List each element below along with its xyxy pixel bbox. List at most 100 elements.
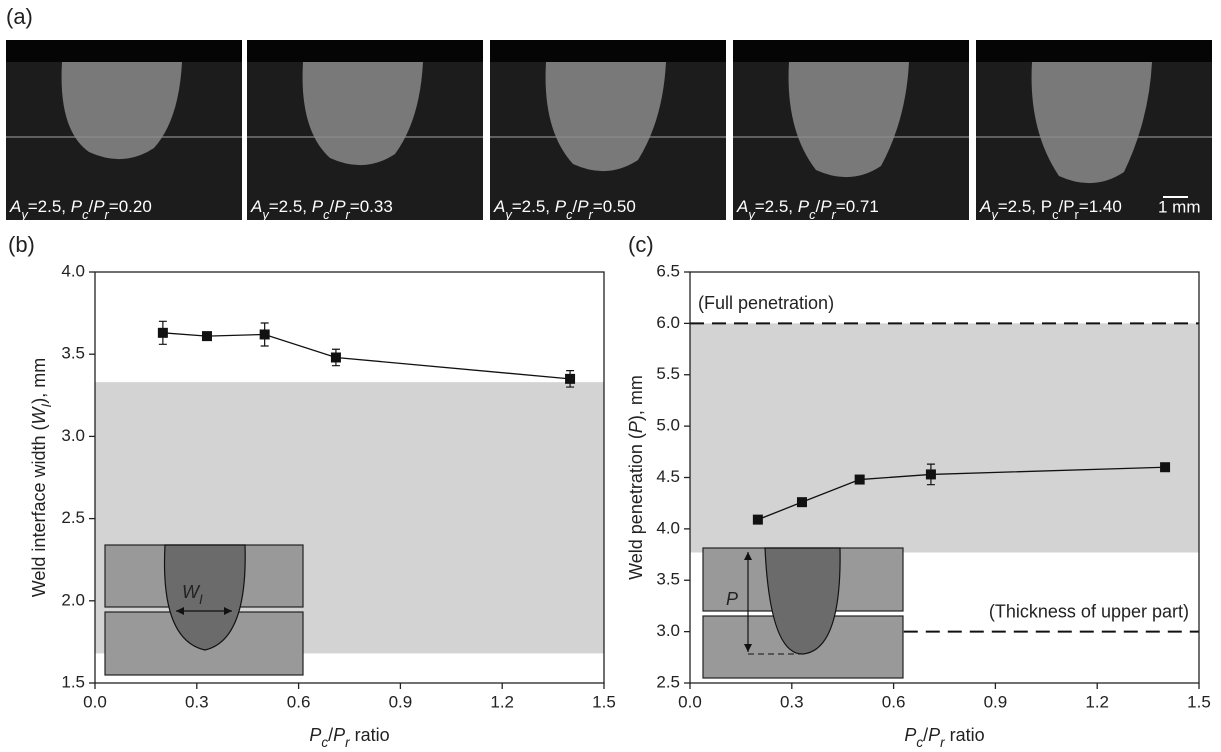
x-tick-label: 0.9: [984, 692, 1008, 711]
data-point: [565, 373, 576, 384]
plot-frame: [94, 271, 605, 684]
y-axis-label: Weld penetration (P), mm: [626, 375, 646, 580]
text-part: c: [1052, 207, 1059, 222]
reference-label: (Thickness of upper part): [989, 601, 1189, 621]
y-tick-label: 6.0: [656, 313, 680, 332]
photo-top: [976, 40, 1212, 62]
photo-caption: Ay=2.5, Pc/Pr=0.33: [250, 197, 393, 221]
text-part: r: [346, 207, 351, 222]
y-tick-label: 3.0: [656, 621, 680, 640]
y-tick-label: 2.0: [61, 590, 85, 609]
text-part: A: [736, 197, 748, 216]
text-part: P: [333, 725, 345, 745]
panel-label: (b): [8, 232, 35, 257]
x-tick-label: 0.3: [185, 692, 209, 711]
text-part: c: [809, 207, 816, 222]
y-tick-label: 2.5: [656, 672, 680, 691]
text-part: ratio: [350, 725, 390, 745]
photo-top: [247, 40, 483, 62]
photo-caption: Ay=2.5, Pc/Pr=0.20: [9, 197, 152, 221]
text-part: I: [39, 404, 54, 408]
text-part: y: [990, 207, 999, 222]
text-part: W: [182, 582, 201, 602]
y-tick-label: 4.5: [656, 467, 680, 486]
text-part: Weld interface width (: [29, 425, 49, 598]
text-part: =2.5,: [512, 197, 555, 216]
y-tick-label: 2.5: [61, 508, 85, 527]
data-point: [1160, 462, 1171, 473]
photo-top: [6, 40, 242, 62]
data-point: [259, 329, 270, 340]
text-part: =2.5,: [28, 197, 71, 216]
text-part: ), mm: [29, 358, 49, 404]
scale-bar-label: 1 mm: [1158, 197, 1201, 216]
inset-label: WI: [182, 582, 203, 607]
weld: [545, 62, 666, 172]
x-tick-label: 1.2: [1085, 692, 1109, 711]
photo: [490, 40, 726, 220]
text-part: =2.5,: [998, 197, 1041, 216]
text-part: P: [555, 197, 567, 216]
text-part: P: [577, 197, 589, 216]
data-line: [162, 332, 571, 380]
text-part: P: [626, 421, 646, 433]
x-tick-label: 0.6: [287, 692, 311, 711]
text-part: P: [312, 197, 324, 216]
data-point: [157, 327, 168, 338]
y-tick-label: 4.0: [61, 261, 85, 280]
photo: [6, 40, 242, 220]
y-tick-label: 1.5: [61, 672, 85, 691]
data-point: [854, 474, 865, 485]
text-part: y: [20, 207, 29, 222]
text-part: y: [261, 207, 270, 222]
text-part: =0.20: [109, 197, 152, 216]
inset-weld: [163, 544, 246, 651]
text-part: P: [1063, 197, 1074, 216]
text-part: A: [250, 197, 262, 216]
text-part: P: [93, 197, 105, 216]
text-part: W: [29, 406, 49, 425]
text-part: r: [832, 207, 837, 222]
x-tick-label: 1.2: [490, 692, 514, 711]
x-tick-label: 0.0: [83, 692, 107, 711]
text-part: =0.50: [593, 197, 636, 216]
text-part: ratio: [945, 725, 985, 745]
photo-caption: Ay=2.5, Pc/Pr=0.71: [736, 197, 879, 221]
y-tick-label: 4.0: [656, 518, 680, 537]
x-axis-label: Pc/Pr ratio: [904, 725, 984, 750]
text-part: r: [589, 207, 594, 222]
x-tick-label: 1.5: [1187, 692, 1211, 711]
photo-caption: Ay=2.5, Pc/Pr=1.40: [979, 197, 1122, 221]
panel-label: (c): [628, 232, 654, 257]
y-tick-label: 3.0: [61, 426, 85, 445]
text-part: c: [916, 735, 923, 750]
text-part: A: [9, 197, 21, 216]
photo: [247, 40, 483, 220]
text-part: /: [923, 725, 928, 745]
text-part: r: [1075, 207, 1080, 222]
text-part: c: [82, 207, 89, 222]
text-part: r: [105, 207, 110, 222]
weld: [302, 62, 423, 166]
text-part: P: [71, 197, 83, 216]
x-tick-label: 0.0: [678, 692, 702, 711]
text-part: y: [747, 207, 756, 222]
data-point: [752, 514, 763, 525]
weld: [1031, 62, 1152, 184]
x-tick-label: 0.9: [389, 692, 413, 711]
photo-top: [490, 40, 726, 62]
inset-weld: [764, 547, 841, 655]
text-part: P: [334, 197, 346, 216]
text-part: =0.71: [836, 197, 879, 216]
text-part: c: [323, 207, 330, 222]
y-axis-label: Weld interface width (WI), mm: [29, 358, 54, 598]
photo-caption: Ay=2.5, Pc/Pr=0.50: [493, 197, 636, 221]
photo-top: [733, 40, 969, 62]
y-tick-label: 5.0: [656, 416, 680, 435]
text-part: =1.40: [1079, 197, 1122, 216]
text-part: /: [328, 725, 333, 745]
text-part: =2.5,: [755, 197, 798, 216]
text-part: ), mm: [626, 375, 646, 421]
data-point: [925, 469, 936, 480]
